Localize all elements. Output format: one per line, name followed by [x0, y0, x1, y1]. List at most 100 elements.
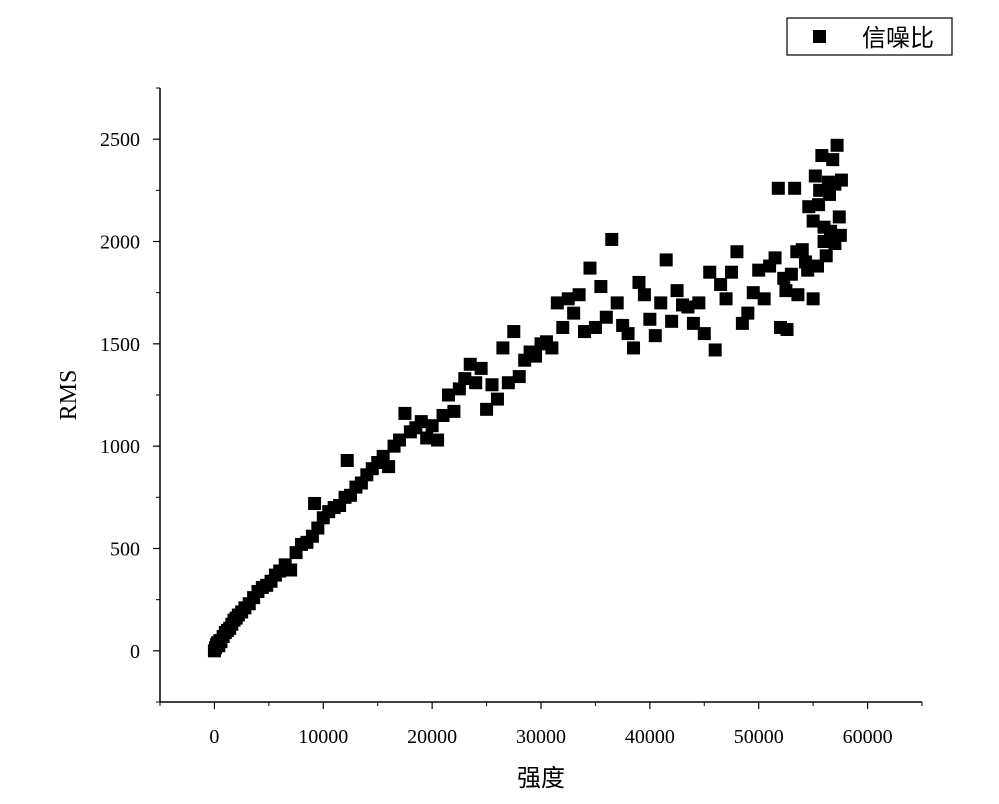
y-tick-label: 500 — [110, 539, 140, 561]
data-point — [425, 419, 439, 433]
data-point — [822, 187, 836, 201]
data-point — [414, 415, 428, 429]
data-point — [621, 327, 635, 341]
data-point — [697, 327, 711, 341]
data-point — [382, 460, 396, 474]
data-point — [474, 361, 488, 375]
data-point — [708, 343, 722, 357]
data-point — [784, 267, 798, 281]
data-point — [605, 232, 619, 246]
data-point — [496, 341, 510, 355]
data-point — [757, 292, 771, 306]
data-point — [830, 138, 844, 152]
data-point — [588, 320, 602, 334]
data-point — [599, 310, 613, 324]
y-tick-label: 1000 — [100, 436, 140, 458]
data-point — [833, 228, 847, 242]
data-point — [788, 181, 802, 195]
x-axis-title: 强度 — [517, 765, 565, 792]
data-point — [452, 382, 466, 396]
data-point — [703, 265, 717, 279]
data-point — [741, 306, 755, 320]
data-point — [665, 314, 679, 328]
data-point — [441, 388, 455, 402]
data-point — [610, 296, 624, 310]
data-point — [436, 408, 450, 422]
y-tick-label: 2000 — [100, 232, 140, 254]
data-point — [768, 251, 782, 265]
data-point — [392, 433, 406, 447]
data-point — [501, 376, 515, 390]
data-point — [556, 320, 570, 334]
data-point — [802, 200, 816, 214]
y-axis-title: RMS — [56, 370, 82, 421]
data-point — [790, 245, 804, 259]
y-tick-label: 0 — [130, 641, 140, 663]
data-point — [480, 402, 494, 416]
data-point — [810, 259, 824, 273]
data-point — [686, 316, 700, 330]
data-point — [828, 177, 842, 191]
data-point — [507, 325, 521, 339]
data-point — [815, 149, 829, 163]
data-point — [752, 263, 766, 277]
data-point — [824, 224, 838, 238]
data-point — [545, 341, 559, 355]
data-point — [311, 521, 325, 535]
x-tick-label: 50000 — [734, 726, 784, 748]
data-point — [447, 404, 461, 418]
data-point — [817, 235, 831, 248]
data-point — [806, 214, 820, 228]
data-point — [771, 181, 785, 195]
x-tick-label: 0 — [209, 726, 219, 748]
data-point — [567, 306, 581, 320]
data-point — [637, 288, 651, 302]
data-point — [490, 392, 504, 406]
data-point — [398, 406, 412, 420]
x-tick-label: 30000 — [516, 726, 566, 748]
data-point — [643, 312, 657, 326]
data-point — [746, 286, 760, 300]
data-point — [681, 300, 695, 314]
data-point — [826, 153, 840, 167]
data-point — [469, 376, 483, 390]
data-point — [808, 169, 822, 183]
data-point — [730, 245, 744, 259]
x-tick-label: 40000 — [625, 726, 675, 748]
data-points — [207, 138, 848, 658]
y-tick-label: 1500 — [100, 334, 140, 356]
data-point — [572, 288, 586, 302]
data-point — [806, 292, 820, 306]
data-point — [801, 263, 815, 277]
data-point — [458, 372, 472, 386]
legend-label: 信噪比 — [862, 24, 934, 52]
data-point — [819, 249, 833, 263]
data-point — [485, 378, 499, 392]
data-point — [670, 284, 684, 298]
data-point — [420, 431, 434, 445]
data-point — [780, 323, 794, 337]
data-point — [578, 325, 592, 339]
data-point — [725, 265, 738, 279]
legend-marker — [813, 30, 826, 43]
data-point — [714, 277, 728, 291]
data-point — [463, 357, 477, 371]
data-point — [561, 292, 575, 306]
data-point — [659, 253, 673, 267]
x-tick-label: 10000 — [298, 726, 348, 748]
data-point — [376, 449, 390, 463]
data-point — [529, 349, 543, 363]
data-point — [594, 280, 608, 294]
y-tick-label: 2500 — [100, 129, 140, 151]
data-point — [550, 296, 564, 310]
data-point — [627, 341, 641, 355]
data-point — [648, 329, 662, 343]
data-point — [735, 316, 749, 330]
x-tick-label: 60000 — [843, 726, 893, 748]
data-point — [719, 292, 733, 306]
data-point — [431, 433, 445, 447]
data-point — [692, 296, 706, 310]
data-point — [832, 210, 846, 224]
x-tick-label: 20000 — [407, 726, 457, 748]
